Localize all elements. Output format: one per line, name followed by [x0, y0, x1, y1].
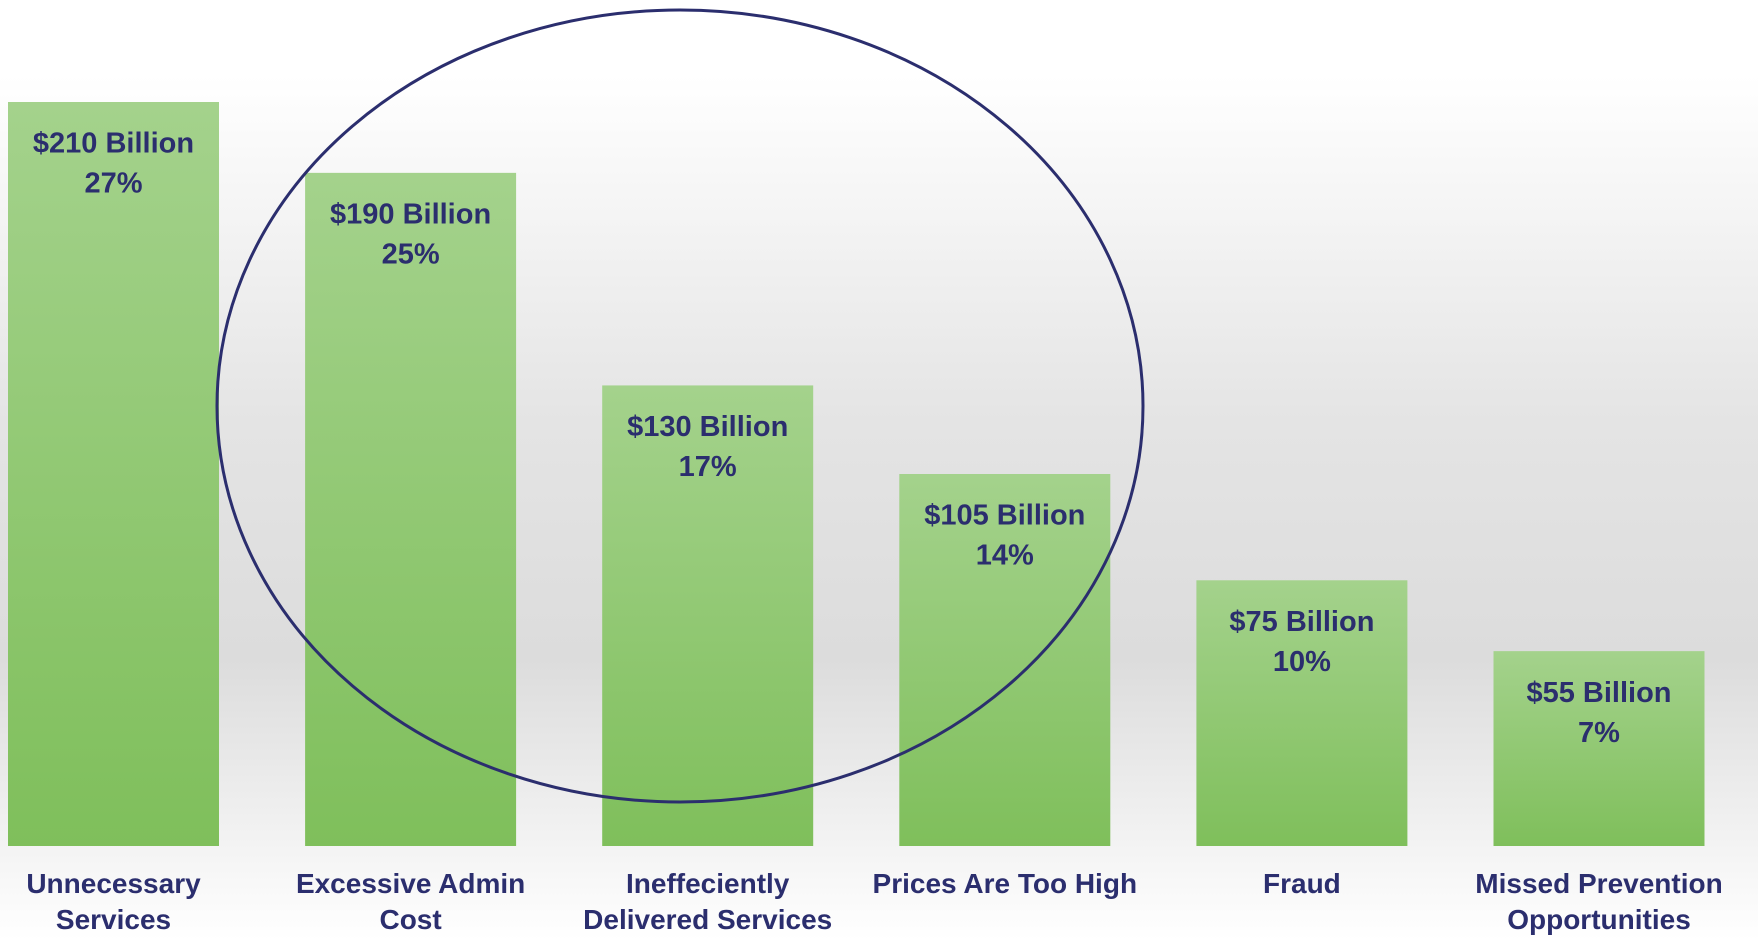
bar: [1493, 651, 1705, 846]
percent-label: 14%: [976, 540, 1034, 572]
bar: [305, 172, 517, 846]
value-label: $105 Billion: [924, 500, 1085, 532]
bar: [1196, 580, 1408, 846]
x-tick-label: Unnecessary Services: [26, 868, 201, 935]
x-tick-label: Prices Are Too High: [872, 868, 1138, 899]
bar: [602, 385, 814, 846]
value-label: $190 Billion: [330, 199, 491, 231]
percent-label: 10%: [1273, 646, 1331, 678]
x-tick-label: Fraud: [1263, 868, 1341, 899]
highlight-ellipse: [215, 8, 1145, 804]
percent-label: 7%: [1578, 717, 1620, 749]
percent-label: 25%: [382, 239, 440, 271]
percent-label: 17%: [679, 451, 737, 483]
bar: [8, 102, 219, 846]
x-tick-label: Excessive Admin Cost: [295, 868, 526, 935]
value-label: $210 Billion: [33, 128, 194, 160]
bar: [899, 474, 1111, 846]
value-label: $130 Billion: [627, 411, 788, 443]
percent-label: 27%: [84, 168, 142, 200]
value-label: $55 Billion: [1526, 677, 1671, 709]
value-label: $75 Billion: [1229, 606, 1374, 638]
x-tick-label: Missed Prevention Opportunities: [1475, 868, 1723, 935]
x-tick-label: Ineffeciently Delivered Services: [583, 868, 833, 935]
